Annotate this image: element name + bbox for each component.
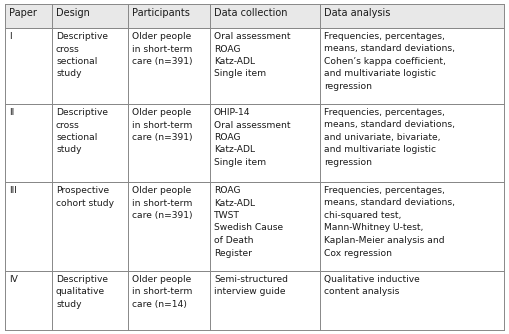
Text: Older people
in short-term
care (n=14): Older people in short-term care (n=14) (132, 275, 192, 309)
Text: Older people
in short-term
care (n=391): Older people in short-term care (n=391) (132, 108, 192, 142)
Text: Older people
in short-term
care (n=391): Older people in short-term care (n=391) (132, 32, 192, 66)
Text: Descriptive
qualitative
study: Descriptive qualitative study (56, 275, 108, 309)
Bar (5, 4, 504, 28)
Text: Descriptive
cross
sectional
study: Descriptive cross sectional study (56, 108, 108, 155)
Text: Paper: Paper (9, 8, 37, 18)
Text: Data analysis: Data analysis (324, 8, 390, 18)
Text: Qualitative inductive
content analysis: Qualitative inductive content analysis (324, 275, 420, 297)
Text: Frequencies, percentages,
means, standard deviations,
Cohen’s kappa coefficient,: Frequencies, percentages, means, standar… (324, 32, 455, 91)
Text: Data collection: Data collection (214, 8, 288, 18)
Text: OHIP-14
Oral assessment
ROAG
Katz-ADL
Single item: OHIP-14 Oral assessment ROAG Katz-ADL Si… (214, 108, 291, 167)
Text: Frequencies, percentages,
means, standard deviations,
chi-squared test,
Mann-Whi: Frequencies, percentages, means, standar… (324, 186, 455, 258)
Text: Descriptive
cross
sectional
study: Descriptive cross sectional study (56, 32, 108, 78)
Text: I: I (9, 32, 12, 41)
Text: Participants: Participants (132, 8, 190, 18)
Text: II: II (9, 108, 14, 117)
Text: Older people
in short-term
care (n=391): Older people in short-term care (n=391) (132, 186, 192, 220)
Text: III: III (9, 186, 17, 195)
Text: Prospective
cohort study: Prospective cohort study (56, 186, 114, 207)
Text: ROAG
Katz-ADL
TWST
Swedish Cause
of Death
Register: ROAG Katz-ADL TWST Swedish Cause of Deat… (214, 186, 283, 258)
Text: Frequencies, percentages,
means, standard deviations,
and univariate, bivariate,: Frequencies, percentages, means, standar… (324, 108, 455, 167)
Text: Oral assessment
ROAG
Katz-ADL
Single item: Oral assessment ROAG Katz-ADL Single ite… (214, 32, 291, 78)
Text: IV: IV (9, 275, 18, 284)
Text: Semi-structured
interview guide: Semi-structured interview guide (214, 275, 288, 297)
Text: Design: Design (56, 8, 90, 18)
